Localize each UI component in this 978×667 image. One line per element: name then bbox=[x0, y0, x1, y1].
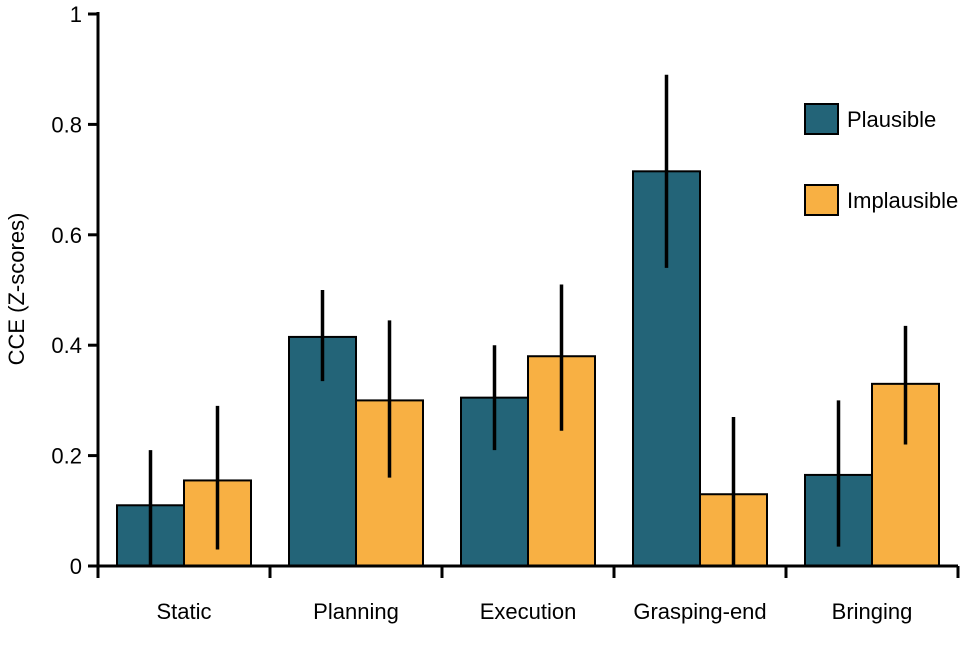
x-category-label: Static bbox=[156, 599, 211, 624]
y-tick-label: 1 bbox=[70, 2, 82, 27]
legend-swatch-plausible bbox=[804, 103, 839, 135]
x-category-label: Bringing bbox=[832, 599, 913, 624]
y-tick-label: 0.8 bbox=[51, 112, 82, 137]
error-bars-layer bbox=[148, 74, 908, 566]
bars-layer bbox=[116, 170, 940, 568]
y-tick-label: 0.6 bbox=[51, 223, 82, 248]
axes-layer bbox=[96, 12, 958, 568]
bar-implausible bbox=[355, 399, 424, 567]
x-category-label: Execution bbox=[480, 599, 577, 624]
y-ticks-layer: 0 0.2 0.4 0.6 0.8 1 bbox=[51, 2, 98, 579]
legend-swatch-implausible bbox=[804, 184, 839, 216]
x-category-label: Grasping-end bbox=[633, 599, 766, 624]
x-category-label: Planning bbox=[313, 599, 399, 624]
y-tick-label: 0.2 bbox=[51, 444, 82, 469]
x-ticks-layer: Static Planning Execution Grasping-end Bring… bbox=[96, 566, 960, 624]
legend: Plausible Implausible bbox=[804, 103, 958, 216]
y-tick-label: 0 bbox=[70, 554, 82, 579]
y-axis-title: CCE (Z-scores) bbox=[4, 213, 29, 366]
y-tick-label: 0.4 bbox=[51, 333, 82, 358]
legend-label-plausible: Plausible bbox=[847, 107, 936, 132]
legend-label-implausible: Implausible bbox=[847, 188, 958, 213]
